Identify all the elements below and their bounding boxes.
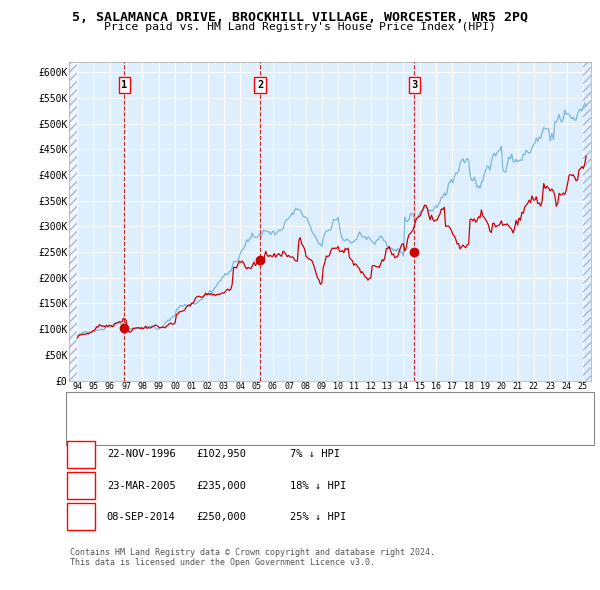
Text: £250,000: £250,000 bbox=[197, 512, 247, 522]
Text: 1: 1 bbox=[77, 450, 85, 459]
Text: 2: 2 bbox=[77, 481, 85, 490]
Text: —————: ————— bbox=[80, 423, 115, 436]
Text: 1: 1 bbox=[121, 80, 128, 90]
Polygon shape bbox=[69, 62, 77, 381]
Text: £235,000: £235,000 bbox=[197, 481, 247, 490]
Text: 2: 2 bbox=[257, 80, 263, 90]
Text: 22-NOV-1996: 22-NOV-1996 bbox=[107, 450, 176, 459]
Text: 18% ↓ HPI: 18% ↓ HPI bbox=[290, 481, 346, 490]
Text: Price paid vs. HM Land Registry's House Price Index (HPI): Price paid vs. HM Land Registry's House … bbox=[104, 22, 496, 32]
Text: 5, SALAMANCA DRIVE, BROCKHILL VILLAGE, WORCESTER, WR5 2PQ: 5, SALAMANCA DRIVE, BROCKHILL VILLAGE, W… bbox=[72, 11, 528, 24]
Text: 23-MAR-2005: 23-MAR-2005 bbox=[107, 481, 176, 490]
Text: —————: ————— bbox=[80, 401, 115, 414]
Text: 08-SEP-2014: 08-SEP-2014 bbox=[107, 512, 176, 522]
Text: 5, SALAMANCA DRIVE, BROCKHILL VILLAGE, WORCESTER, WR5 2PQ (detached house): 5, SALAMANCA DRIVE, BROCKHILL VILLAGE, W… bbox=[125, 402, 513, 412]
Text: 3: 3 bbox=[77, 512, 85, 522]
Text: 3: 3 bbox=[412, 80, 418, 90]
Text: HPI: Average price, detached house, Wychavon: HPI: Average price, detached house, Wych… bbox=[125, 425, 356, 434]
Text: £102,950: £102,950 bbox=[197, 450, 247, 459]
Text: 25% ↓ HPI: 25% ↓ HPI bbox=[290, 512, 346, 522]
Text: Contains HM Land Registry data © Crown copyright and database right 2024.
This d: Contains HM Land Registry data © Crown c… bbox=[70, 548, 435, 567]
Text: 7% ↓ HPI: 7% ↓ HPI bbox=[290, 450, 340, 459]
